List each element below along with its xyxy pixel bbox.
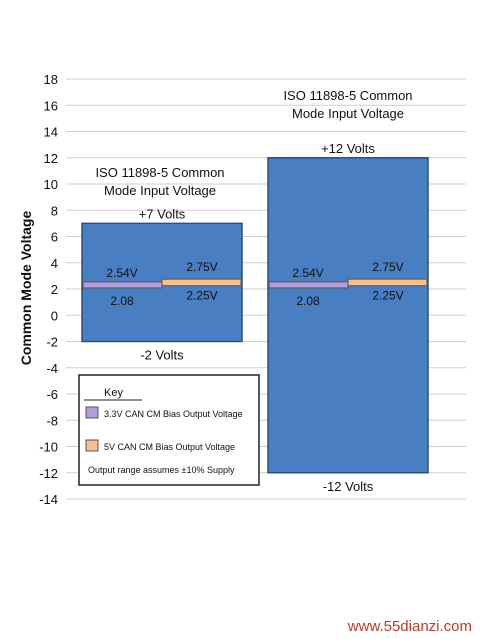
range-bottom-label: -2 Volts <box>140 348 184 363</box>
bias-bar-3v3 <box>268 281 349 289</box>
y-tick-label: 8 <box>51 203 58 218</box>
key-item-3v3: 3.3V CAN CM Bias Output Voltage <box>104 409 243 419</box>
y-axis-ticks: 18 16 14 12 10 8 6 4 2 0 -2 -4 -6 -8 -10 -12 -14 <box>39 72 58 507</box>
range-title-line1: ISO 11898-5 Common <box>283 88 412 103</box>
key-note: Output range assumes ±10% Supply <box>88 465 235 475</box>
range-title-line1: ISO 11898-5 Common <box>95 165 224 180</box>
range-top-label: +12 Volts <box>321 141 375 156</box>
range-bar <box>267 157 429 474</box>
bias-3v3-low-label: 2.08 <box>110 294 134 308</box>
key-swatch-5v <box>85 439 99 452</box>
bias-5v-low-label: 2.25V <box>186 289 217 303</box>
range-top-label: +7 Volts <box>139 206 186 221</box>
key-title: Key <box>104 387 123 399</box>
key-swatch-3v3 <box>85 406 99 419</box>
range-bottom-label: -12 Volts <box>323 479 374 494</box>
y-tick-label: 2 <box>51 282 58 297</box>
range-group-1: 2.54V 2.75V 2.08 2.25V +7 Volts -2 Volts ISO 1… <box>81 165 243 363</box>
key-item-5v: 5V CAN CM Bias Output Voltage <box>104 442 235 452</box>
y-axis-label: Common Mode Voltage <box>18 211 34 366</box>
range-group-2: 2.54V 2.75V 2.08 2.25V +12 Volts -12 Volts ISO… <box>267 88 429 494</box>
bias-3v3-high-label: 2.54V <box>292 266 323 280</box>
y-tick-label: -14 <box>39 492 58 507</box>
y-tick-label: 0 <box>51 308 58 323</box>
bias-5v-high-label: 2.75V <box>372 260 403 274</box>
y-tick-label: 6 <box>51 230 58 245</box>
bias-3v3-high-label: 2.54V <box>106 266 137 280</box>
ranges: 2.54V 2.75V 2.08 2.25V +7 Volts -2 Volts ISO 1… <box>81 88 429 494</box>
bias-bar-5v <box>347 278 428 287</box>
y-tick-label: -6 <box>46 387 58 402</box>
range-title-line2: Mode Input Voltage <box>292 106 404 121</box>
y-tick-label: -12 <box>39 466 58 481</box>
bias-5v-high-label: 2.75V <box>186 260 217 274</box>
y-tick-label: -2 <box>46 335 58 350</box>
y-tick-label: 10 <box>44 177 58 192</box>
y-tick-label: 12 <box>44 151 58 166</box>
y-tick-label: 16 <box>44 98 58 113</box>
y-tick-label: -8 <box>46 413 58 428</box>
watermark: www.55dianzi.com <box>347 618 472 635</box>
key-box: Key 3.3V CAN CM Bias Output Voltage 5V C… <box>78 374 260 486</box>
y-tick-label: 14 <box>44 125 58 140</box>
y-tick-label: -4 <box>46 361 58 376</box>
bias-3v3-low-label: 2.08 <box>296 294 320 308</box>
bias-bar-5v <box>161 278 242 287</box>
range-title-line2: Mode Input Voltage <box>104 183 216 198</box>
bias-5v-low-label: 2.25V <box>372 289 403 303</box>
y-tick-label: 18 <box>44 72 58 87</box>
y-tick-label: -10 <box>39 440 58 455</box>
bias-bar-3v3 <box>82 281 163 289</box>
y-tick-label: 4 <box>51 256 58 271</box>
